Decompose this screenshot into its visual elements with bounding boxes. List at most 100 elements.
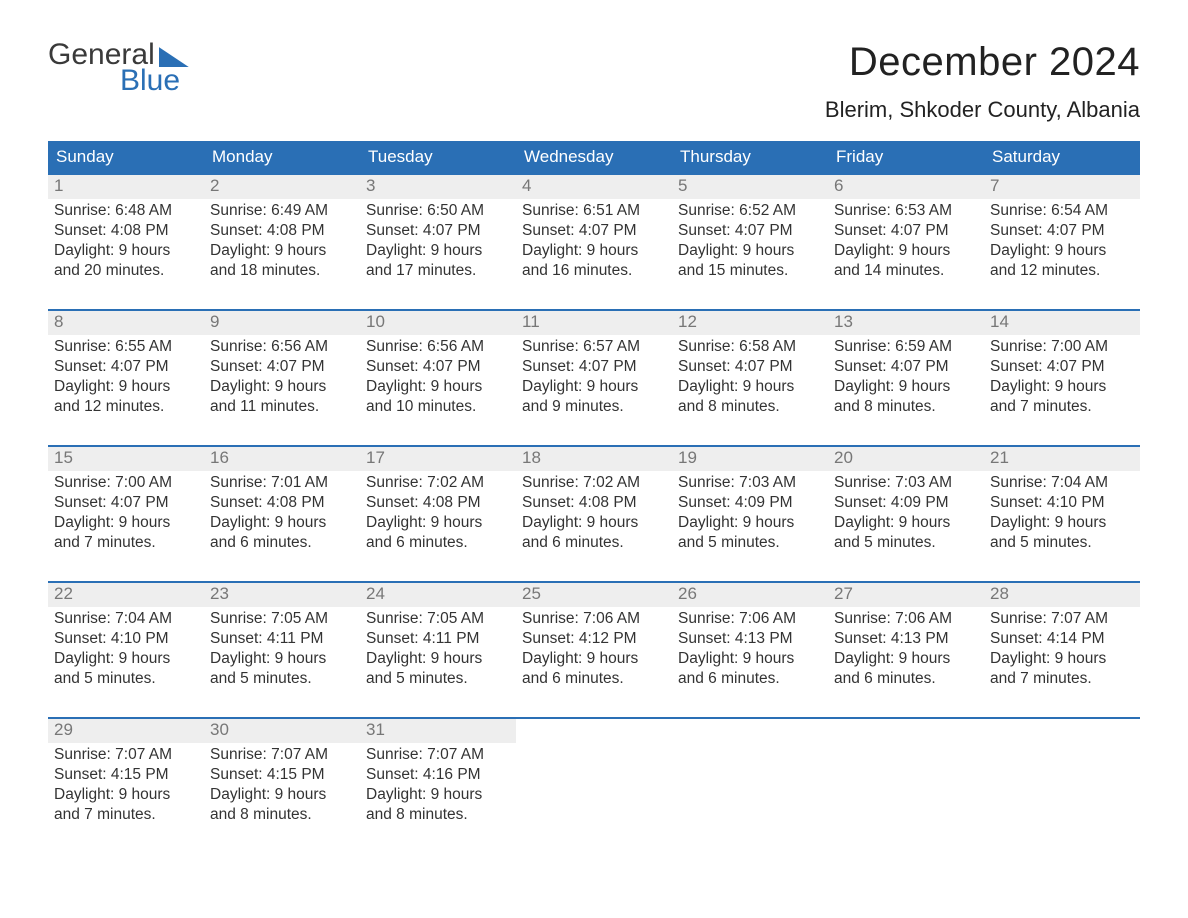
day-cell: 4Sunrise: 6:51 AMSunset: 4:07 PMDaylight… [516, 175, 672, 285]
sunrise-line: Sunrise: 7:07 AM [990, 609, 1134, 629]
sunrise-line: Sunrise: 6:52 AM [678, 201, 822, 221]
day-number: 17 [360, 447, 516, 471]
day-body: Sunrise: 6:56 AMSunset: 4:07 PMDaylight:… [204, 335, 360, 420]
day-number: 23 [204, 583, 360, 607]
day-body: Sunrise: 6:59 AMSunset: 4:07 PMDaylight:… [828, 335, 984, 420]
sunset-line: Sunset: 4:11 PM [210, 629, 354, 649]
day-cell: 29Sunrise: 7:07 AMSunset: 4:15 PMDayligh… [48, 719, 204, 829]
day-number: 30 [204, 719, 360, 743]
day-body: Sunrise: 7:07 AMSunset: 4:16 PMDaylight:… [360, 743, 516, 828]
sunrise-line: Sunrise: 7:03 AM [678, 473, 822, 493]
day-cell: 17Sunrise: 7:02 AMSunset: 4:08 PMDayligh… [360, 447, 516, 557]
day-body: Sunrise: 7:06 AMSunset: 4:13 PMDaylight:… [672, 607, 828, 692]
sunrise-line: Sunrise: 6:57 AM [522, 337, 666, 357]
sunrise-line: Sunrise: 7:03 AM [834, 473, 978, 493]
sunrise-line: Sunrise: 7:00 AM [54, 473, 198, 493]
daylight-line: Daylight: 9 hours and 12 minutes. [990, 241, 1134, 281]
flag-icon [159, 47, 189, 67]
sunrise-line: Sunrise: 7:06 AM [678, 609, 822, 629]
day-cell [828, 719, 984, 829]
day-cell: 30Sunrise: 7:07 AMSunset: 4:15 PMDayligh… [204, 719, 360, 829]
day-number: 9 [204, 311, 360, 335]
day-number: 10 [360, 311, 516, 335]
sunrise-line: Sunrise: 6:58 AM [678, 337, 822, 357]
day-cell: 25Sunrise: 7:06 AMSunset: 4:12 PMDayligh… [516, 583, 672, 693]
sunrise-line: Sunrise: 7:07 AM [210, 745, 354, 765]
day-cell [672, 719, 828, 829]
sunrise-line: Sunrise: 7:06 AM [834, 609, 978, 629]
day-cell: 6Sunrise: 6:53 AMSunset: 4:07 PMDaylight… [828, 175, 984, 285]
sunrise-line: Sunrise: 6:49 AM [210, 201, 354, 221]
day-number: 29 [48, 719, 204, 743]
sunset-line: Sunset: 4:07 PM [366, 221, 510, 241]
daylight-line: Daylight: 9 hours and 5 minutes. [210, 649, 354, 689]
daylight-line: Daylight: 9 hours and 7 minutes. [54, 785, 198, 825]
day-cell: 12Sunrise: 6:58 AMSunset: 4:07 PMDayligh… [672, 311, 828, 421]
day-body: Sunrise: 6:49 AMSunset: 4:08 PMDaylight:… [204, 199, 360, 284]
day-cell: 27Sunrise: 7:06 AMSunset: 4:13 PMDayligh… [828, 583, 984, 693]
sunset-line: Sunset: 4:09 PM [678, 493, 822, 513]
day-body: Sunrise: 6:57 AMSunset: 4:07 PMDaylight:… [516, 335, 672, 420]
day-number: 27 [828, 583, 984, 607]
sunset-line: Sunset: 4:08 PM [54, 221, 198, 241]
weekday-tue: Tuesday [360, 141, 516, 173]
day-body: Sunrise: 7:05 AMSunset: 4:11 PMDaylight:… [360, 607, 516, 692]
sunset-line: Sunset: 4:07 PM [990, 357, 1134, 377]
sunrise-line: Sunrise: 6:51 AM [522, 201, 666, 221]
logo-word-2: Blue [120, 66, 189, 96]
day-body: Sunrise: 7:04 AMSunset: 4:10 PMDaylight:… [984, 471, 1140, 556]
day-cell [516, 719, 672, 829]
day-number: 19 [672, 447, 828, 471]
daylight-line: Daylight: 9 hours and 5 minutes. [54, 649, 198, 689]
daylight-line: Daylight: 9 hours and 7 minutes. [990, 649, 1134, 689]
sunset-line: Sunset: 4:10 PM [990, 493, 1134, 513]
day-cell: 19Sunrise: 7:03 AMSunset: 4:09 PMDayligh… [672, 447, 828, 557]
week-row: 22Sunrise: 7:04 AMSunset: 4:10 PMDayligh… [48, 581, 1140, 693]
day-number: 11 [516, 311, 672, 335]
day-cell: 10Sunrise: 6:56 AMSunset: 4:07 PMDayligh… [360, 311, 516, 421]
sunrise-line: Sunrise: 7:04 AM [54, 609, 198, 629]
daylight-line: Daylight: 9 hours and 14 minutes. [834, 241, 978, 281]
day-number: 18 [516, 447, 672, 471]
daylight-line: Daylight: 9 hours and 5 minutes. [366, 649, 510, 689]
day-body: Sunrise: 6:56 AMSunset: 4:07 PMDaylight:… [360, 335, 516, 420]
day-body: Sunrise: 6:58 AMSunset: 4:07 PMDaylight:… [672, 335, 828, 420]
day-body: Sunrise: 6:52 AMSunset: 4:07 PMDaylight:… [672, 199, 828, 284]
day-number: 24 [360, 583, 516, 607]
day-body: Sunrise: 7:03 AMSunset: 4:09 PMDaylight:… [828, 471, 984, 556]
weekday-sun: Sunday [48, 141, 204, 173]
sunrise-line: Sunrise: 6:56 AM [366, 337, 510, 357]
sunrise-line: Sunrise: 7:00 AM [990, 337, 1134, 357]
sunrise-line: Sunrise: 6:55 AM [54, 337, 198, 357]
day-body: Sunrise: 6:54 AMSunset: 4:07 PMDaylight:… [984, 199, 1140, 284]
day-number: 6 [828, 175, 984, 199]
sunrise-line: Sunrise: 7:07 AM [54, 745, 198, 765]
day-number: 25 [516, 583, 672, 607]
day-cell: 26Sunrise: 7:06 AMSunset: 4:13 PMDayligh… [672, 583, 828, 693]
day-number: 8 [48, 311, 204, 335]
sunset-line: Sunset: 4:07 PM [210, 357, 354, 377]
sunset-line: Sunset: 4:13 PM [678, 629, 822, 649]
day-body: Sunrise: 7:01 AMSunset: 4:08 PMDaylight:… [204, 471, 360, 556]
day-cell: 18Sunrise: 7:02 AMSunset: 4:08 PMDayligh… [516, 447, 672, 557]
sunrise-line: Sunrise: 7:04 AM [990, 473, 1134, 493]
day-body: Sunrise: 7:05 AMSunset: 4:11 PMDaylight:… [204, 607, 360, 692]
day-body: Sunrise: 7:07 AMSunset: 4:14 PMDaylight:… [984, 607, 1140, 692]
day-cell: 16Sunrise: 7:01 AMSunset: 4:08 PMDayligh… [204, 447, 360, 557]
day-cell: 13Sunrise: 6:59 AMSunset: 4:07 PMDayligh… [828, 311, 984, 421]
day-number: 13 [828, 311, 984, 335]
day-body: Sunrise: 6:50 AMSunset: 4:07 PMDaylight:… [360, 199, 516, 284]
sunset-line: Sunset: 4:07 PM [54, 357, 198, 377]
day-cell: 23Sunrise: 7:05 AMSunset: 4:11 PMDayligh… [204, 583, 360, 693]
day-body: Sunrise: 6:51 AMSunset: 4:07 PMDaylight:… [516, 199, 672, 284]
sunrise-line: Sunrise: 6:50 AM [366, 201, 510, 221]
day-number: 12 [672, 311, 828, 335]
sunset-line: Sunset: 4:07 PM [366, 357, 510, 377]
daylight-line: Daylight: 9 hours and 11 minutes. [210, 377, 354, 417]
day-cell: 22Sunrise: 7:04 AMSunset: 4:10 PMDayligh… [48, 583, 204, 693]
daylight-line: Daylight: 9 hours and 10 minutes. [366, 377, 510, 417]
daylight-line: Daylight: 9 hours and 18 minutes. [210, 241, 354, 281]
weekday-mon: Monday [204, 141, 360, 173]
sunset-line: Sunset: 4:07 PM [522, 357, 666, 377]
weekday-sat: Saturday [984, 141, 1140, 173]
